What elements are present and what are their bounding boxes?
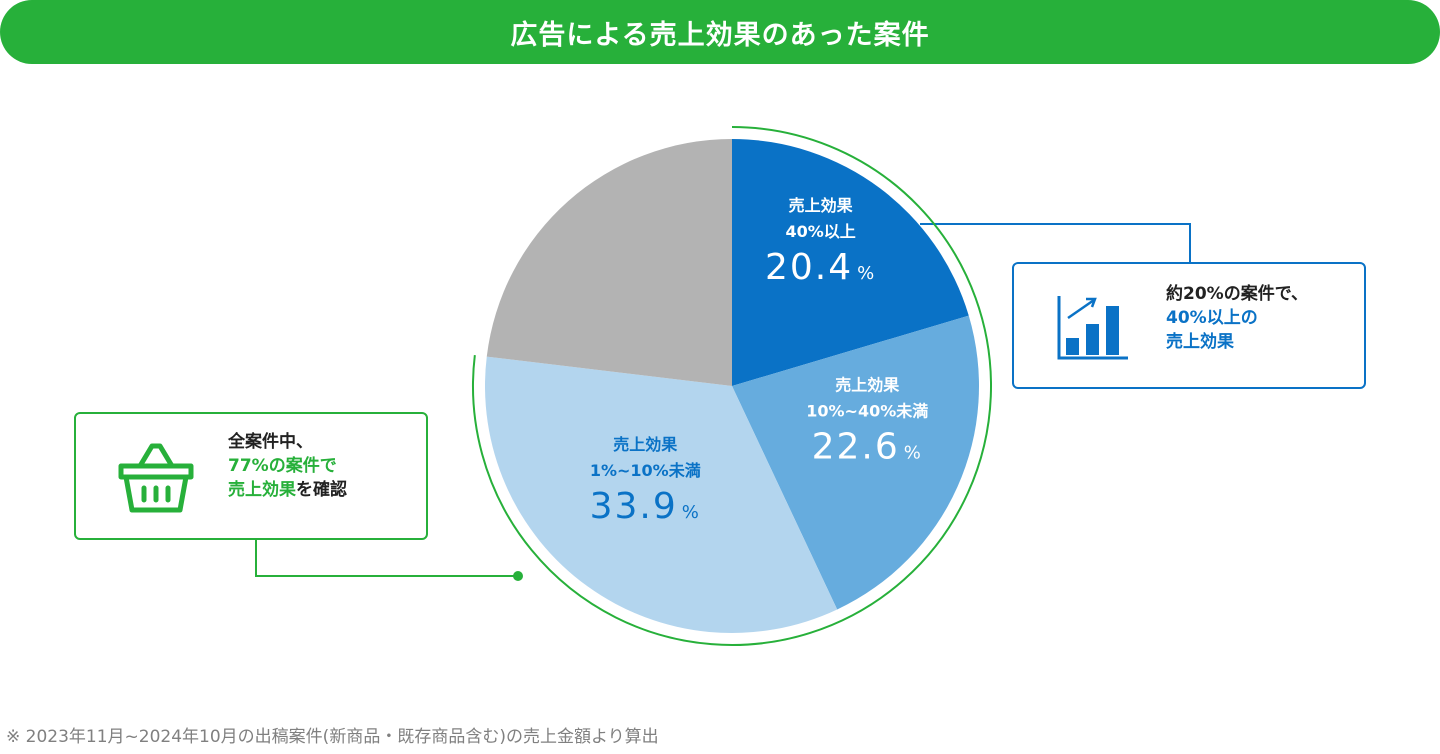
connector-overall — [255, 540, 518, 577]
slice-label-line2-0: 40%以上 — [785, 222, 855, 241]
pie-slices — [485, 139, 979, 633]
callout-overall: 全案件中、 77%の案件で 売上効果を確認 — [74, 412, 428, 540]
slice-label-line1-1: 売上効果 — [835, 376, 899, 395]
slice-label-line2-2: 1%~10%未満 — [590, 461, 701, 480]
callout-connectors — [255, 223, 1191, 577]
footnote: ※ 2023年11月~2024年10月の出稿案件(新商品・既存商品含む)の売上金… — [6, 727, 659, 747]
pie-slice-3 — [486, 139, 732, 386]
title-banner: 広告による売上効果のあった案件 — [0, 0, 1440, 64]
highlight-arc — [472, 126, 992, 646]
callout-top-line2: 40%以上の — [1166, 308, 1258, 328]
pie-slice-0 — [732, 139, 969, 386]
chart-title: 広告による売上効果のあった案件 — [510, 19, 930, 51]
callout-top-line3: 売上効果 — [1166, 332, 1234, 352]
connector-dot — [513, 571, 523, 581]
callout-overall-line3a: 売上効果 — [228, 480, 296, 500]
highlight-arc-layer — [472, 126, 992, 646]
callout-overall-line2: 77%の案件で — [228, 456, 337, 476]
slice-label-line1-2: 売上効果 — [613, 435, 677, 454]
pie-slice-2 — [485, 356, 838, 633]
connector-top-tier — [920, 223, 1191, 263]
slice-label-line2-1: 10%~40%未満 — [806, 402, 928, 421]
callout-top-tier: 約20%の案件で、 40%以上の 売上効果 — [1012, 262, 1366, 389]
pie-slice-1 — [732, 315, 979, 610]
bar-chart-growth-icon — [1056, 294, 1130, 366]
shopping-basket-icon — [118, 438, 194, 522]
callout-overall-line1: 全案件中、 — [228, 432, 313, 452]
callout-overall-line3b: を確認 — [296, 480, 347, 500]
callout-top-line1: 約20%の案件で、 — [1166, 284, 1309, 304]
slice-label-line1-0: 売上効果 — [789, 196, 853, 215]
